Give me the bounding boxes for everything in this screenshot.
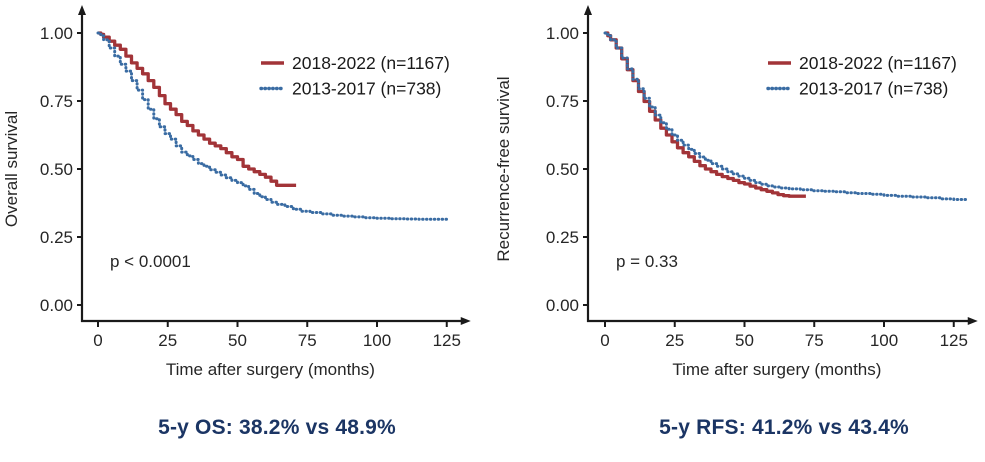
x-tick-label: 50 (735, 331, 754, 350)
p-value-label: p = 0.33 (616, 252, 678, 271)
x-axis-arrow-icon (967, 317, 978, 325)
x-axis-title: Time after surgery (months) (672, 360, 881, 379)
y-tick-label: 0.50 (40, 160, 73, 179)
legend-label: 2013-2017 (n=738) (799, 79, 948, 99)
recurrence-free-survival-chart: 1.00 0.75 0.50 0.25 0.00 0 25 50 75 100 125 Time af… (494, 5, 978, 379)
x-tick-label: 0 (93, 331, 102, 350)
x-tick-label: 100 (363, 331, 391, 350)
legend-label: 2013-2017 (n=738) (292, 79, 441, 99)
survival-curve-2018-2022 (605, 31, 806, 198)
os-caption: 5-y OS: 38.2% vs 48.9% (158, 416, 396, 439)
y-tick-label: 1.00 (40, 24, 73, 43)
y-axis-title: Recurrence-free survival (494, 76, 513, 261)
x-axis-arrow-icon (460, 317, 471, 325)
y-axis-title: Overall survival (2, 111, 21, 227)
survival-curve-2013-2017 (96, 31, 449, 221)
y-tick-label: 0.75 (546, 92, 579, 111)
y-tick-label: 0.50 (546, 160, 579, 179)
x-tick-label: 25 (665, 331, 684, 350)
x-tick-label: 100 (870, 331, 898, 350)
rfs-caption: 5-y RFS: 41.2% vs 43.4% (659, 416, 909, 439)
y-axis-arrow-icon (78, 5, 86, 15)
x-tick-label: 75 (805, 331, 824, 350)
legend-label: 2018-2022 (n=1167) (799, 53, 957, 73)
x-tick-label: 50 (228, 331, 247, 350)
survival-curve-2013-2017 (603, 31, 970, 202)
y-tick-label: 1.00 (546, 24, 579, 43)
overall-survival-chart: 1.00 0.75 0.50 0.25 0.00 0 25 50 75 100 125 Time af… (2, 5, 471, 379)
y-tick-label: 0.00 (40, 296, 73, 315)
y-tick-label: 0.25 (546, 228, 579, 247)
survival-curve-2018-2022 (98, 31, 297, 187)
x-tick-label: 125 (433, 331, 461, 350)
y-tick-label: 0.75 (40, 92, 73, 111)
x-tick-label: 125 (940, 331, 968, 350)
legend-label: 2018-2022 (n=1167) (292, 53, 450, 73)
p-value-label: p < 0.0001 (110, 252, 191, 271)
y-tick-label: 0.00 (546, 296, 579, 315)
x-tick-label: 75 (298, 331, 317, 350)
x-tick-label: 25 (158, 331, 177, 350)
y-tick-label: 0.25 (40, 228, 73, 247)
x-tick-label: 0 (600, 331, 609, 350)
y-axis-arrow-icon (584, 5, 592, 15)
x-axis-title: Time after surgery (months) (166, 360, 375, 379)
